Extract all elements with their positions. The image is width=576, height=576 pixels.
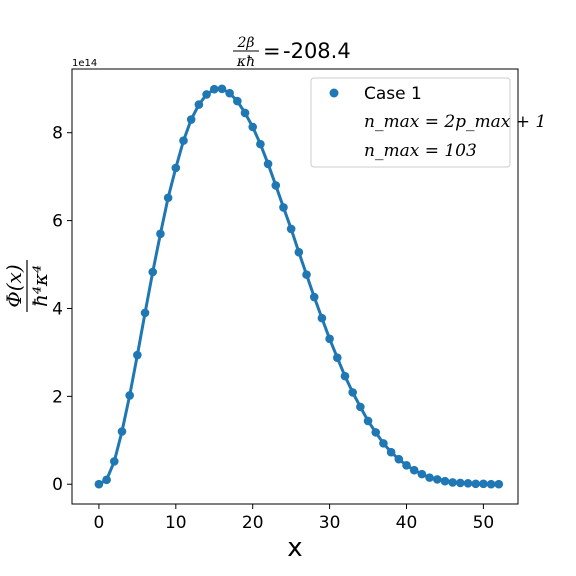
chart-title: 2β κħ = -208.4 xyxy=(233,35,351,70)
x-axis-ticks: 0 10 20 30 40 50 xyxy=(93,504,494,533)
series-case-1 xyxy=(94,84,504,489)
y-tick-label: 8 xyxy=(52,124,63,144)
title-value: -208.4 xyxy=(283,39,351,63)
data-point xyxy=(371,428,381,437)
data-point xyxy=(379,439,388,448)
data-point xyxy=(94,479,104,489)
data-point xyxy=(417,469,427,479)
data-point xyxy=(202,90,211,99)
data-point xyxy=(109,457,119,466)
data-point xyxy=(148,267,158,277)
legend-line-1: n_max = 2p_max + 1 xyxy=(364,112,546,132)
data-point xyxy=(325,334,334,344)
legend-line-2: n_max = 103 xyxy=(364,141,477,161)
data-point xyxy=(179,136,188,145)
data-point xyxy=(363,416,373,426)
title-fraction-numerator: 2β xyxy=(236,35,254,51)
legend-marker xyxy=(329,88,339,98)
x-tick-label: 30 xyxy=(319,513,341,533)
data-point xyxy=(133,350,142,360)
data-point xyxy=(332,353,342,362)
data-point xyxy=(240,108,250,118)
data-point xyxy=(394,454,404,464)
data-point xyxy=(302,270,311,279)
data-point xyxy=(294,247,304,257)
data-point xyxy=(425,473,434,482)
data-point xyxy=(117,427,127,436)
data-point xyxy=(440,476,450,486)
data-point xyxy=(256,139,265,149)
y-offset-label: 1e14 xyxy=(72,58,97,69)
legend-box xyxy=(310,77,511,168)
data-point xyxy=(340,371,350,381)
y-axis-label: Φ(x) ħ⁴κ⁴ xyxy=(2,260,52,312)
x-tick-label: 10 xyxy=(165,513,187,533)
data-point xyxy=(286,224,296,234)
data-point xyxy=(271,181,281,190)
title-fraction-denominator: κħ xyxy=(236,54,255,70)
legend-series-name: Case 1 xyxy=(364,84,422,104)
plot-frame xyxy=(71,68,519,505)
y-tick-label: 6 xyxy=(52,212,63,232)
data-point xyxy=(479,479,488,489)
title-equals: = xyxy=(263,39,281,63)
data-point xyxy=(463,479,473,488)
data-point xyxy=(448,478,457,487)
data-point xyxy=(356,402,365,412)
data-point xyxy=(163,193,173,203)
data-point xyxy=(209,84,219,94)
data-point xyxy=(279,203,288,212)
data-point xyxy=(140,308,150,318)
x-tick-label: 50 xyxy=(473,513,495,533)
data-point xyxy=(486,479,496,489)
y-tick-label: 0 xyxy=(52,475,63,495)
data-point xyxy=(386,447,396,457)
data-point xyxy=(309,292,319,302)
y-axis-ticks: 0 2 4 6 8 xyxy=(52,124,72,495)
data-point xyxy=(156,229,165,239)
x-tick-label: 0 xyxy=(93,513,104,533)
data-point xyxy=(186,115,196,124)
data-point xyxy=(456,478,465,488)
data-point xyxy=(171,163,181,173)
data-point xyxy=(409,465,419,475)
data-point xyxy=(233,96,242,106)
x-tick-label: 40 xyxy=(396,513,418,533)
x-axis-label: x xyxy=(287,533,302,563)
data-point xyxy=(194,100,204,109)
data-point xyxy=(225,88,234,98)
x-tick-label: 20 xyxy=(242,513,264,533)
data-point xyxy=(248,122,258,132)
data-point xyxy=(217,84,227,94)
data-point xyxy=(471,479,481,489)
data-point xyxy=(402,461,411,470)
data-point xyxy=(432,475,442,484)
y-label-denominator: ħ⁴κ⁴ xyxy=(28,265,52,307)
data-point xyxy=(494,479,504,489)
data-point xyxy=(102,475,111,485)
y-tick-label: 4 xyxy=(52,299,63,319)
data-point xyxy=(348,388,357,397)
y-tick-label: 2 xyxy=(52,387,63,407)
data-point xyxy=(125,391,134,400)
legend: Case 1 n_max = 2p_max + 1 n_max = 103 xyxy=(310,77,546,168)
y-label-numerator: Φ(x) xyxy=(2,264,26,307)
data-point xyxy=(263,159,273,169)
data-point xyxy=(317,313,327,323)
